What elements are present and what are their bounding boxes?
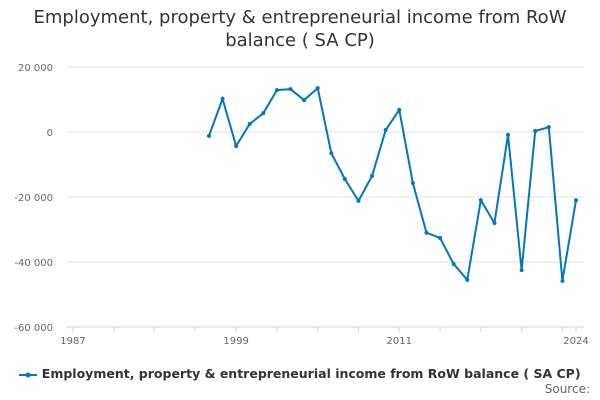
data-point (234, 143, 239, 148)
y-tick-label: 0 (47, 128, 53, 139)
data-point (438, 235, 443, 240)
data-point (451, 261, 456, 266)
data-point (274, 88, 279, 93)
x-tick-label: 2011 (387, 336, 412, 347)
data-point (546, 125, 551, 130)
data-point (519, 268, 524, 273)
data-point (370, 173, 375, 178)
data-point (247, 121, 252, 126)
data-point (424, 230, 429, 235)
data-point (410, 181, 415, 186)
data-point (478, 198, 483, 203)
y-tick-label: -20 000 (14, 193, 53, 204)
y-tick-label: 20 000 (18, 63, 53, 74)
data-point (288, 87, 293, 92)
data-point (220, 96, 225, 101)
data-point (506, 132, 511, 137)
data-point (397, 107, 402, 112)
data-point (560, 278, 565, 283)
source-label: Source: (544, 382, 590, 396)
data-point (465, 277, 470, 282)
x-tick-label: 1999 (223, 336, 248, 347)
data-point (329, 151, 334, 156)
data-point (315, 86, 320, 91)
data-point (533, 129, 538, 134)
y-tick-label: -60 000 (14, 323, 53, 334)
data-point (383, 128, 388, 133)
x-tick-label: 1987 (60, 336, 85, 347)
y-tick-label: -40 000 (14, 258, 53, 269)
chart-title: Employment, property & entrepreneurial i… (33, 7, 567, 51)
x-tick-label: 2024 (563, 336, 588, 347)
data-point (574, 198, 578, 203)
data-point (342, 177, 347, 182)
data-point (492, 221, 497, 225)
legend-line-icon (19, 372, 38, 377)
data-point (356, 198, 361, 203)
legend-item[interactable]: Employment, property & entrepreneurial i… (0, 366, 600, 381)
data-point (261, 111, 266, 116)
series-line (208, 86, 577, 283)
data-point (206, 133, 211, 138)
data-point (302, 98, 307, 103)
legend-label: Employment, property & entrepreneurial i… (41, 366, 581, 381)
